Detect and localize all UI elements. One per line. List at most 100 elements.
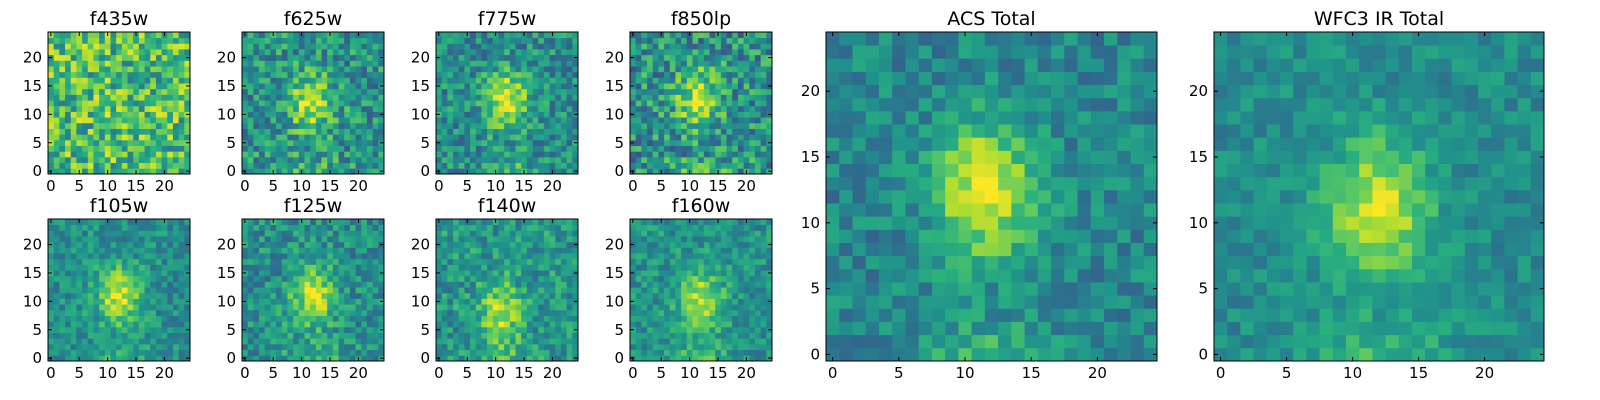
heatmap-cell: [441, 275, 448, 282]
heatmap-cell: [99, 128, 106, 135]
heatmap-cell: [82, 355, 89, 362]
heatmap-cell: [184, 343, 191, 351]
heatmap-cell: [110, 134, 117, 141]
heatmap-cell: [703, 111, 710, 118]
heatmap-cell: [566, 326, 573, 333]
heatmap-cell: [566, 94, 573, 101]
x-tick-label: 10: [680, 177, 699, 195]
heatmap-cell: [549, 287, 556, 294]
heatmap-cell: [53, 162, 60, 169]
heatmap-cell: [315, 122, 322, 129]
heatmap-cell: [572, 122, 579, 129]
heatmap-cell: [715, 287, 722, 294]
heatmap-cell: [681, 77, 688, 84]
heatmap-cell: [355, 105, 362, 112]
heatmap-cell: [709, 122, 716, 129]
heatmap-cell: [184, 253, 191, 260]
heatmap-cell: [178, 230, 185, 237]
heatmap-cell: [543, 292, 550, 299]
heatmap-cell: [161, 224, 168, 231]
heatmap-cell: [281, 43, 288, 50]
heatmap-cell: [121, 162, 128, 169]
heatmap-cell: [247, 275, 254, 282]
heatmap-cell: [76, 321, 83, 328]
heatmap-cell: [658, 139, 665, 146]
heatmap-cell: [635, 83, 642, 90]
heatmap-cell: [737, 162, 744, 169]
heatmap-cell: [487, 100, 494, 107]
heatmap-cell: [664, 66, 671, 73]
heatmap-cell: [441, 292, 448, 299]
heatmap-cell: [560, 343, 568, 351]
heatmap-cell: [749, 71, 756, 78]
heatmap-cell: [172, 156, 180, 164]
heatmap-cell: [172, 247, 180, 254]
heatmap-cell: [675, 275, 682, 282]
heatmap-cell: [332, 292, 339, 299]
heatmap-cell: [253, 71, 260, 78]
heatmap-cell: [560, 94, 568, 101]
heatmap-cell: [298, 49, 305, 56]
heatmap-cell: [630, 321, 637, 328]
heatmap-cell: [664, 338, 671, 345]
heatmap-cell: [184, 122, 191, 129]
heatmap-cell: [538, 258, 545, 265]
heatmap-cell: [167, 117, 174, 124]
heatmap-cell: [572, 258, 579, 265]
heatmap-cell: [481, 66, 488, 73]
heatmap-cell: [53, 117, 60, 124]
heatmap-cell: [720, 287, 727, 294]
heatmap-cell: [315, 145, 322, 152]
heatmap-cell: [133, 332, 140, 339]
heatmap-cell: [709, 66, 716, 73]
heatmap-cell: [664, 54, 671, 61]
heatmap-cell: [526, 332, 533, 339]
heatmap-cell: [464, 224, 471, 231]
heatmap-cell: [281, 332, 288, 339]
heatmap-cell: [287, 77, 294, 84]
heatmap-cell: [509, 128, 516, 135]
heatmap-cell: [509, 281, 516, 288]
heatmap-cell: [121, 287, 128, 294]
heatmap-cell: [264, 281, 271, 288]
heatmap-cell: [361, 304, 368, 311]
heatmap-cell: [726, 338, 733, 345]
heatmap-cell: [259, 77, 266, 84]
heatmap-cell: [172, 236, 180, 243]
heatmap-cell: [709, 128, 716, 135]
heatmap-cell: [247, 338, 254, 345]
heatmap-cell: [441, 94, 448, 101]
heatmap-cell: [447, 230, 454, 237]
heatmap-cell: [338, 71, 345, 78]
heatmap-cell: [116, 32, 123, 39]
heatmap-cell: [144, 32, 151, 39]
heatmap-cell: [133, 258, 140, 265]
heatmap-cell: [82, 224, 89, 231]
heatmap-cell: [76, 54, 83, 61]
heatmap-cell: [652, 321, 659, 328]
heatmap-cell: [172, 304, 180, 311]
panel-title: f105w: [90, 195, 149, 217]
heatmap-cell: [355, 49, 362, 56]
heatmap-cell: [681, 304, 688, 311]
heatmap-cell: [560, 292, 568, 299]
heatmap-cell: [104, 343, 111, 351]
heatmap-cell: [504, 83, 511, 90]
heatmap-cell: [344, 343, 351, 351]
heatmap-cell: [76, 122, 83, 129]
heatmap-cell: [104, 236, 111, 243]
heatmap-cell: [53, 264, 60, 271]
heatmap-cell: [110, 332, 117, 339]
heatmap-cell: [441, 247, 448, 254]
heatmap-cell: [150, 315, 157, 322]
heatmap-cell: [692, 151, 699, 158]
heatmap-cell: [281, 100, 288, 107]
heatmap-cell: [116, 309, 123, 316]
heatmap-cell: [447, 253, 454, 260]
heatmap-cell: [104, 37, 111, 44]
heatmap-cell: [264, 128, 271, 135]
heatmap-cell: [481, 326, 488, 333]
heatmap-cell: [675, 60, 682, 67]
heatmap-cell: [754, 292, 762, 299]
heatmap-cell: [692, 43, 699, 50]
